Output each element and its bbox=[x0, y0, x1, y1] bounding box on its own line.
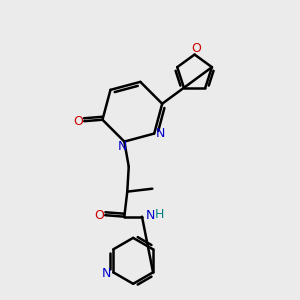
Text: N: N bbox=[146, 209, 155, 222]
Text: N: N bbox=[156, 127, 165, 140]
Text: N: N bbox=[118, 140, 128, 153]
Text: H: H bbox=[155, 208, 164, 221]
Text: N: N bbox=[102, 267, 112, 280]
Text: O: O bbox=[74, 115, 83, 128]
Text: O: O bbox=[94, 209, 104, 222]
Text: O: O bbox=[191, 42, 201, 55]
